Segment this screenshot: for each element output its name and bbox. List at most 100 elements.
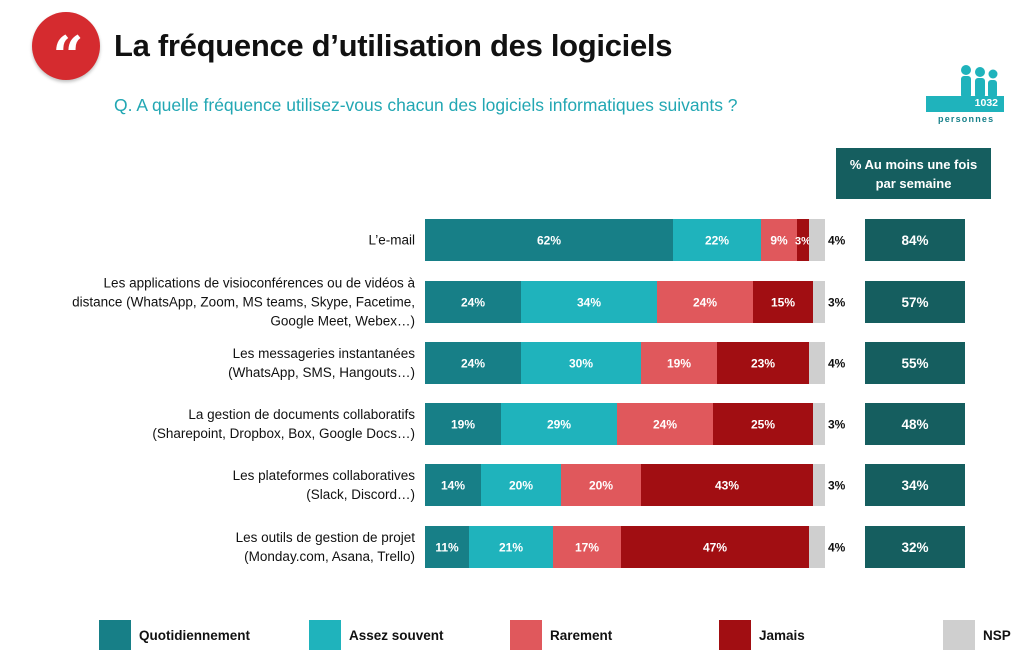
- bar-segment-nsp: [809, 219, 825, 261]
- data-label: 24%: [461, 357, 485, 371]
- category-label-line: Les applications de visioconférences ou …: [103, 275, 415, 291]
- summary-value: 48%: [865, 403, 965, 445]
- bar-segment-assez-souvent: [521, 281, 657, 323]
- category-label-line: (Monday.com, Asana, Trello): [244, 549, 415, 564]
- bar-segment-quotidiennement: [425, 281, 521, 323]
- data-label: 4%: [828, 234, 846, 248]
- bar-segment-quotidiennement: [425, 403, 501, 445]
- chart-row: Les outils de gestion de projet (Monday.c…: [0, 526, 1036, 568]
- quote-mark-glyph: “: [52, 24, 83, 88]
- data-label: 14%: [441, 479, 465, 493]
- legend-label: NSP: [983, 627, 1011, 643]
- data-label: 21%: [499, 541, 523, 555]
- page-title: La fréquence d’utilisation des logiciels: [114, 28, 673, 63]
- data-label: 62%: [537, 234, 561, 248]
- chart-row: Les plateformes collaboratives (Slack, Di…: [0, 464, 1036, 506]
- data-label: 22%: [705, 234, 729, 248]
- bar-segment-rarement: [641, 342, 717, 384]
- data-label: 20%: [509, 479, 533, 493]
- category-label-line: (Sharepoint, Dropbox, Box, Google Docs…): [152, 426, 415, 441]
- legend-label: Rarement: [550, 627, 613, 643]
- bar-segment-quotidiennement: [425, 219, 673, 261]
- summary-value: 55%: [865, 342, 965, 384]
- category-label-line: (Slack, Discord…): [306, 487, 415, 502]
- legend-label: Assez souvent: [349, 627, 444, 643]
- data-label: 19%: [451, 418, 475, 432]
- data-label: 11%: [435, 541, 459, 555]
- bar-segment-nsp: [809, 342, 825, 384]
- bar-segment-assez-souvent: [469, 526, 553, 568]
- legend-label: Jamais: [759, 627, 805, 643]
- chart-row: Les applications de visioconférences ou …: [0, 276, 1036, 329]
- sample-count: 1032: [974, 97, 998, 109]
- bar-segment-quotidiennement: [425, 342, 521, 384]
- category-label-line: Les messageries instantanées: [232, 346, 415, 361]
- bar-segment-nsp: [809, 526, 825, 568]
- legend-swatch: [943, 620, 975, 650]
- bar-segment-quotidiennement: [425, 464, 481, 506]
- bar-segment-assez-souvent: [501, 403, 617, 445]
- category-label-line: La gestion de documents collaboratifs: [188, 407, 415, 422]
- legend-swatch: [510, 620, 542, 650]
- summary-value: 57%: [865, 281, 965, 323]
- data-label: 4%: [828, 357, 846, 371]
- data-label: 4%: [828, 541, 846, 555]
- data-label: 3%: [828, 479, 846, 493]
- bar-segment-nsp: [813, 403, 825, 445]
- category-label: Les plateformes collaboratives (Slack, Di…: [25, 466, 415, 504]
- category-label: Les outils de gestion de projet (Monday.c…: [25, 528, 415, 566]
- bar-segment-assez-souvent: [481, 464, 561, 506]
- data-label: 25%: [751, 418, 775, 432]
- data-label: 9%: [770, 234, 788, 248]
- bar-segment-rarement: [657, 281, 753, 323]
- data-label: 20%: [589, 479, 613, 493]
- bar-segment-assez-souvent: [521, 342, 641, 384]
- data-label: 24%: [461, 296, 485, 310]
- bar-segment-jamais: [717, 342, 809, 384]
- bar-segment-jamais: [713, 403, 813, 445]
- data-label: 23%: [751, 357, 775, 371]
- data-label: 19%: [667, 357, 691, 371]
- bar-segment-rarement: [553, 526, 621, 568]
- bar-segment-rarement: [761, 219, 797, 261]
- data-label: 3%: [828, 418, 846, 432]
- stacked-bar: 24% 30% 19% 23% 4%: [425, 342, 846, 384]
- data-label: 17%: [575, 541, 599, 555]
- people-icon: [926, 65, 1004, 112]
- chart-legend: Quotidiennement Assez souvent Rarement Jama…: [0, 620, 1036, 650]
- data-label: 24%: [693, 296, 717, 310]
- bar-segment-jamais: [641, 464, 813, 506]
- stacked-bar: 19% 29% 24% 25% 3%: [425, 403, 846, 445]
- category-label-line: Les plateformes collaboratives: [232, 468, 415, 483]
- chart-row: Les messageries instantanées (WhatsApp, S…: [0, 342, 1036, 384]
- category-label: Les messageries instantanées (WhatsApp, S…: [25, 344, 415, 382]
- data-label: 3%: [828, 296, 846, 310]
- data-label: 3%: [795, 236, 811, 248]
- category-label-line: distance (WhatsApp, Zoom, MS teams, Skyp…: [72, 294, 415, 310]
- legend-item: NSP: [943, 620, 1011, 650]
- chart-row: La gestion de documents collaboratifs (Sh…: [0, 403, 1036, 445]
- bar-segment-rarement: [561, 464, 641, 506]
- bar-segment-nsp: [813, 281, 825, 323]
- category-label: La gestion de documents collaboratifs (Sh…: [25, 405, 415, 443]
- bar-segment-jamais: [797, 219, 809, 261]
- legend-item: Rarement: [510, 620, 612, 650]
- summary-value: 32%: [865, 526, 965, 568]
- data-label: 30%: [569, 357, 593, 371]
- bar-segment-assez-souvent: [673, 219, 761, 261]
- legend-swatch: [309, 620, 341, 650]
- sample-size-badge: 1032 personnes: [926, 62, 1004, 124]
- chart-row: L’e-mail 62% 22% 9% 3% 4% 84%: [0, 219, 1036, 261]
- data-label: 24%: [653, 418, 677, 432]
- legend-swatch: [719, 620, 751, 650]
- sample-unit: personnes: [938, 114, 995, 124]
- bar-segment-jamais: [621, 526, 809, 568]
- category-label-line: Les outils de gestion de projet: [235, 530, 415, 545]
- legend-swatch: [99, 620, 131, 650]
- data-label: 43%: [715, 479, 739, 493]
- legend-item: Quotidiennement: [99, 620, 250, 650]
- data-label: 15%: [771, 296, 795, 310]
- summary-column-header: % Au moins une fois par semaine: [836, 148, 991, 199]
- stacked-bar: 11% 21% 17% 47% 4%: [425, 526, 846, 568]
- category-label-line: (WhatsApp, SMS, Hangouts…): [228, 365, 415, 380]
